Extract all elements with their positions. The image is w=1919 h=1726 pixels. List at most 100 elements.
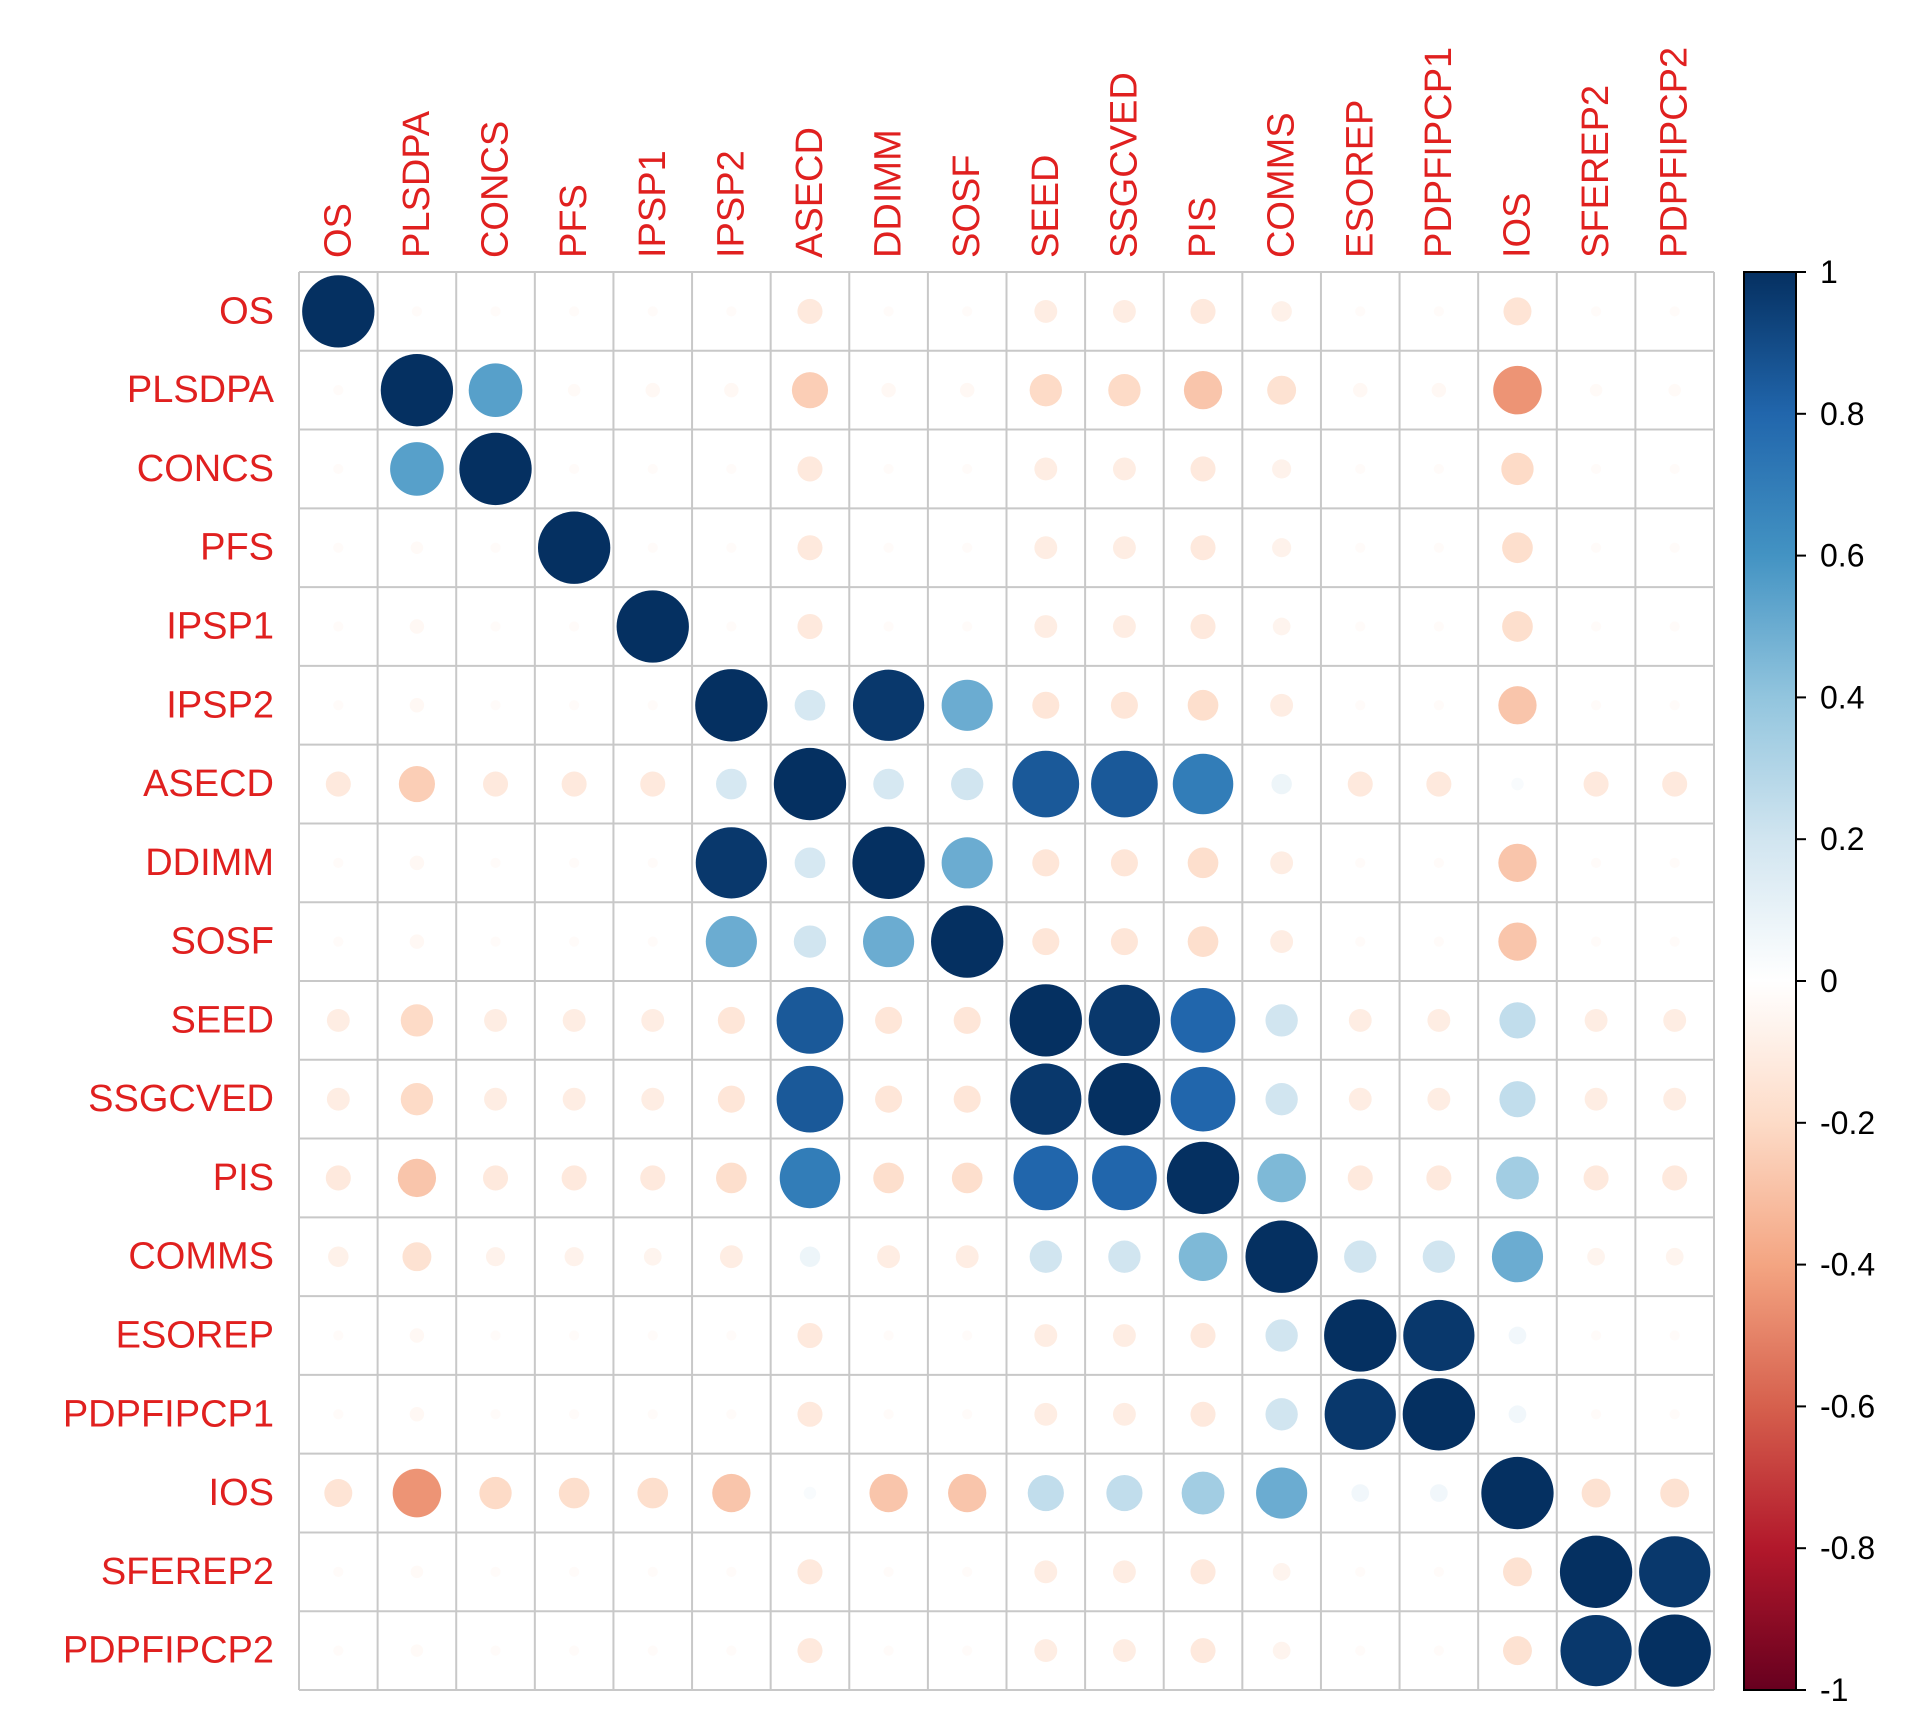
correlation-circles	[302, 275, 1711, 1687]
colorbar-tick-label: 1	[1820, 254, 1838, 290]
corr-cell-PDPFIPCP1-IOS	[1508, 1405, 1527, 1424]
corr-cell-PDPFIPCP2-PLSDPA	[410, 1644, 424, 1657]
corr-cell-DDIMM-DDIMM	[852, 826, 925, 899]
corr-cell-ESOREP-ESOREP	[1324, 1299, 1397, 1372]
corr-cell-IPSP1-ASECD	[797, 613, 823, 640]
corr-cell-PLSDPA-PDPFIPCP2	[1668, 383, 1681, 397]
corr-cell-SFEREP2-ASECD	[797, 1559, 823, 1585]
corr-cell-ESOREP-COMMS	[1265, 1319, 1298, 1352]
corr-cell-CONCS-PLSDPA	[390, 442, 444, 496]
corr-cell-SOSF-ESOREP	[1355, 936, 1366, 947]
col-label-IOS: IOS	[1496, 193, 1538, 258]
corr-cell-DDIMM-PFS	[569, 857, 580, 868]
corr-cell-CONCS-SOSF	[962, 463, 973, 475]
corr-cell-IOS-OS	[324, 1479, 353, 1508]
corr-cell-OS-DDIMM	[883, 306, 894, 317]
corr-cell-ESOREP-PLSDPA	[409, 1328, 425, 1343]
row-label-SSGCVED: SSGCVED	[88, 1078, 274, 1120]
corr-cell-SFEREP2-SOSF	[962, 1566, 973, 1577]
row-label-PDPFIPCP1: PDPFIPCP1	[63, 1393, 274, 1435]
corr-cell-ESOREP-IPSP2	[726, 1330, 737, 1341]
corr-cell-PLSDPA-IOS	[1493, 365, 1542, 415]
corr-cell-COMMS-SOSF	[955, 1245, 979, 1269]
row-label-ASECD: ASECD	[143, 763, 274, 805]
corr-cell-SSGCVED-IPSP2	[717, 1085, 745, 1113]
corr-cell-IPSP2-DDIMM	[852, 669, 925, 741]
corr-cell-DDIMM-OS	[333, 857, 344, 868]
corr-cell-ASECD-SSGCVED	[1091, 750, 1158, 818]
col-label-SFEREP2: SFEREP2	[1575, 85, 1617, 258]
corr-cell-IOS-PLSDPA	[392, 1468, 442, 1518]
colorbar-tick-label: 0.4	[1820, 679, 1864, 715]
corr-cell-ASECD-OS	[325, 771, 351, 797]
corr-cell-ASECD-PDPFIPCP2	[1662, 771, 1688, 797]
corr-cell-SSGCVED-SSGCVED	[1088, 1063, 1161, 1136]
corr-cell-IPSP1-SFEREP2	[1590, 621, 1602, 632]
corr-cell-PLSDPA-SSGCVED	[1108, 373, 1141, 407]
corr-cell-PIS-ESOREP	[1347, 1165, 1373, 1191]
corr-cell-COMMS-IPSP2	[719, 1245, 743, 1269]
corr-cell-SFEREP2-DDIMM	[883, 1566, 894, 1577]
corr-cell-IPSP2-IPSP2	[695, 669, 768, 742]
corr-cell-COMMS-COMMS	[1245, 1220, 1318, 1293]
corr-cell-PFS-PDPFIPCP1	[1433, 542, 1444, 553]
corr-cell-SSGCVED-IOS	[1499, 1081, 1536, 1118]
corr-cell-PDPFIPCP2-SEED	[1034, 1639, 1058, 1663]
corr-cell-SOSF-DDIMM	[863, 916, 915, 968]
corr-cell-PFS-SOSF	[962, 542, 973, 553]
corr-cell-ASECD-IOS	[1511, 777, 1524, 791]
col-label-IPSP1: IPSP1	[632, 150, 674, 258]
col-label-IPSP2: IPSP2	[710, 150, 752, 258]
corr-cell-IPSP2-COMMS	[1270, 693, 1294, 717]
corr-cell-IOS-SSGCVED	[1106, 1474, 1143, 1512]
corr-cell-CONCS-IOS	[1501, 452, 1534, 486]
corr-cell-PDPFIPCP2-DDIMM	[883, 1645, 894, 1656]
row-label-PFS: PFS	[200, 527, 274, 569]
corr-cell-IPSP1-PIS	[1190, 613, 1216, 640]
corr-cell-SEED-PLSDPA	[400, 1004, 434, 1037]
corr-cell-DDIMM-IOS	[1498, 843, 1537, 882]
corr-cell-SFEREP2-IOS	[1503, 1557, 1532, 1587]
corr-cell-IPSP2-SFEREP2	[1590, 700, 1602, 711]
col-label-PDPFIPCP2: PDPFIPCP2	[1654, 47, 1696, 258]
row-label-IPSP1: IPSP1	[166, 606, 274, 648]
corr-cell-PLSDPA-ASECD	[791, 372, 829, 409]
corr-cell-ESOREP-DDIMM	[883, 1330, 894, 1341]
corr-cell-SFEREP2-PFS	[569, 1566, 580, 1577]
corr-cell-OS-SFEREP2	[1590, 306, 1602, 317]
corr-cell-ASECD-IPSP2	[716, 768, 747, 800]
col-label-ASECD: ASECD	[789, 127, 831, 258]
row-label-IOS: IOS	[209, 1472, 274, 1514]
corr-cell-OS-PDPFIPCP2	[1669, 306, 1680, 317]
corr-cell-PIS-SFEREP2	[1583, 1165, 1609, 1191]
corr-cell-IOS-IPSP2	[712, 1473, 751, 1513]
corr-cell-CONCS-OS	[333, 463, 344, 475]
row-label-PIS: PIS	[213, 1157, 274, 1199]
corr-cell-SEED-IPSP2	[717, 1006, 745, 1034]
corr-cell-IOS-PIS	[1181, 1471, 1225, 1515]
corr-cell-SEED-DDIMM	[875, 1006, 903, 1034]
col-label-SOSF: SOSF	[946, 155, 988, 258]
corr-cell-PFS-ESOREP	[1355, 542, 1366, 553]
corr-cell-SFEREP2-PDPFIPCP2	[1639, 1536, 1711, 1608]
corr-cell-ASECD-ESOREP	[1347, 771, 1373, 797]
corr-cell-IPSP1-IOS	[1502, 611, 1533, 642]
corr-cell-OS-SEED	[1034, 299, 1058, 323]
corr-cell-ESOREP-OS	[333, 1330, 344, 1341]
corr-cell-CONCS-SSGCVED	[1112, 457, 1136, 481]
corr-cell-DDIMM-IPSP1	[647, 857, 658, 868]
corr-cell-PFS-PFS	[537, 511, 611, 584]
corr-cell-SSGCVED-PIS	[1170, 1066, 1236, 1132]
corr-cell-PDPFIPCP1-IPSP1	[647, 1409, 658, 1420]
row-label-OS: OS	[219, 290, 274, 332]
corr-cell-SFEREP2-ESOREP	[1355, 1566, 1366, 1577]
corr-cell-PDPFIPCP2-COMMS	[1272, 1641, 1291, 1660]
corr-cell-SFEREP2-CONCS	[490, 1566, 501, 1577]
corr-cell-SSGCVED-OS	[326, 1087, 350, 1111]
corr-cell-PDPFIPCP1-PLSDPA	[409, 1407, 425, 1422]
corr-cell-DDIMM-SSGCVED	[1110, 849, 1138, 877]
corr-cell-DDIMM-PDPFIPCP2	[1669, 857, 1680, 868]
corr-cell-SEED-SOSF	[953, 1006, 981, 1034]
matrix-grid	[298, 271, 1715, 1691]
corr-cell-PDPFIPCP2-CONCS	[490, 1645, 501, 1656]
